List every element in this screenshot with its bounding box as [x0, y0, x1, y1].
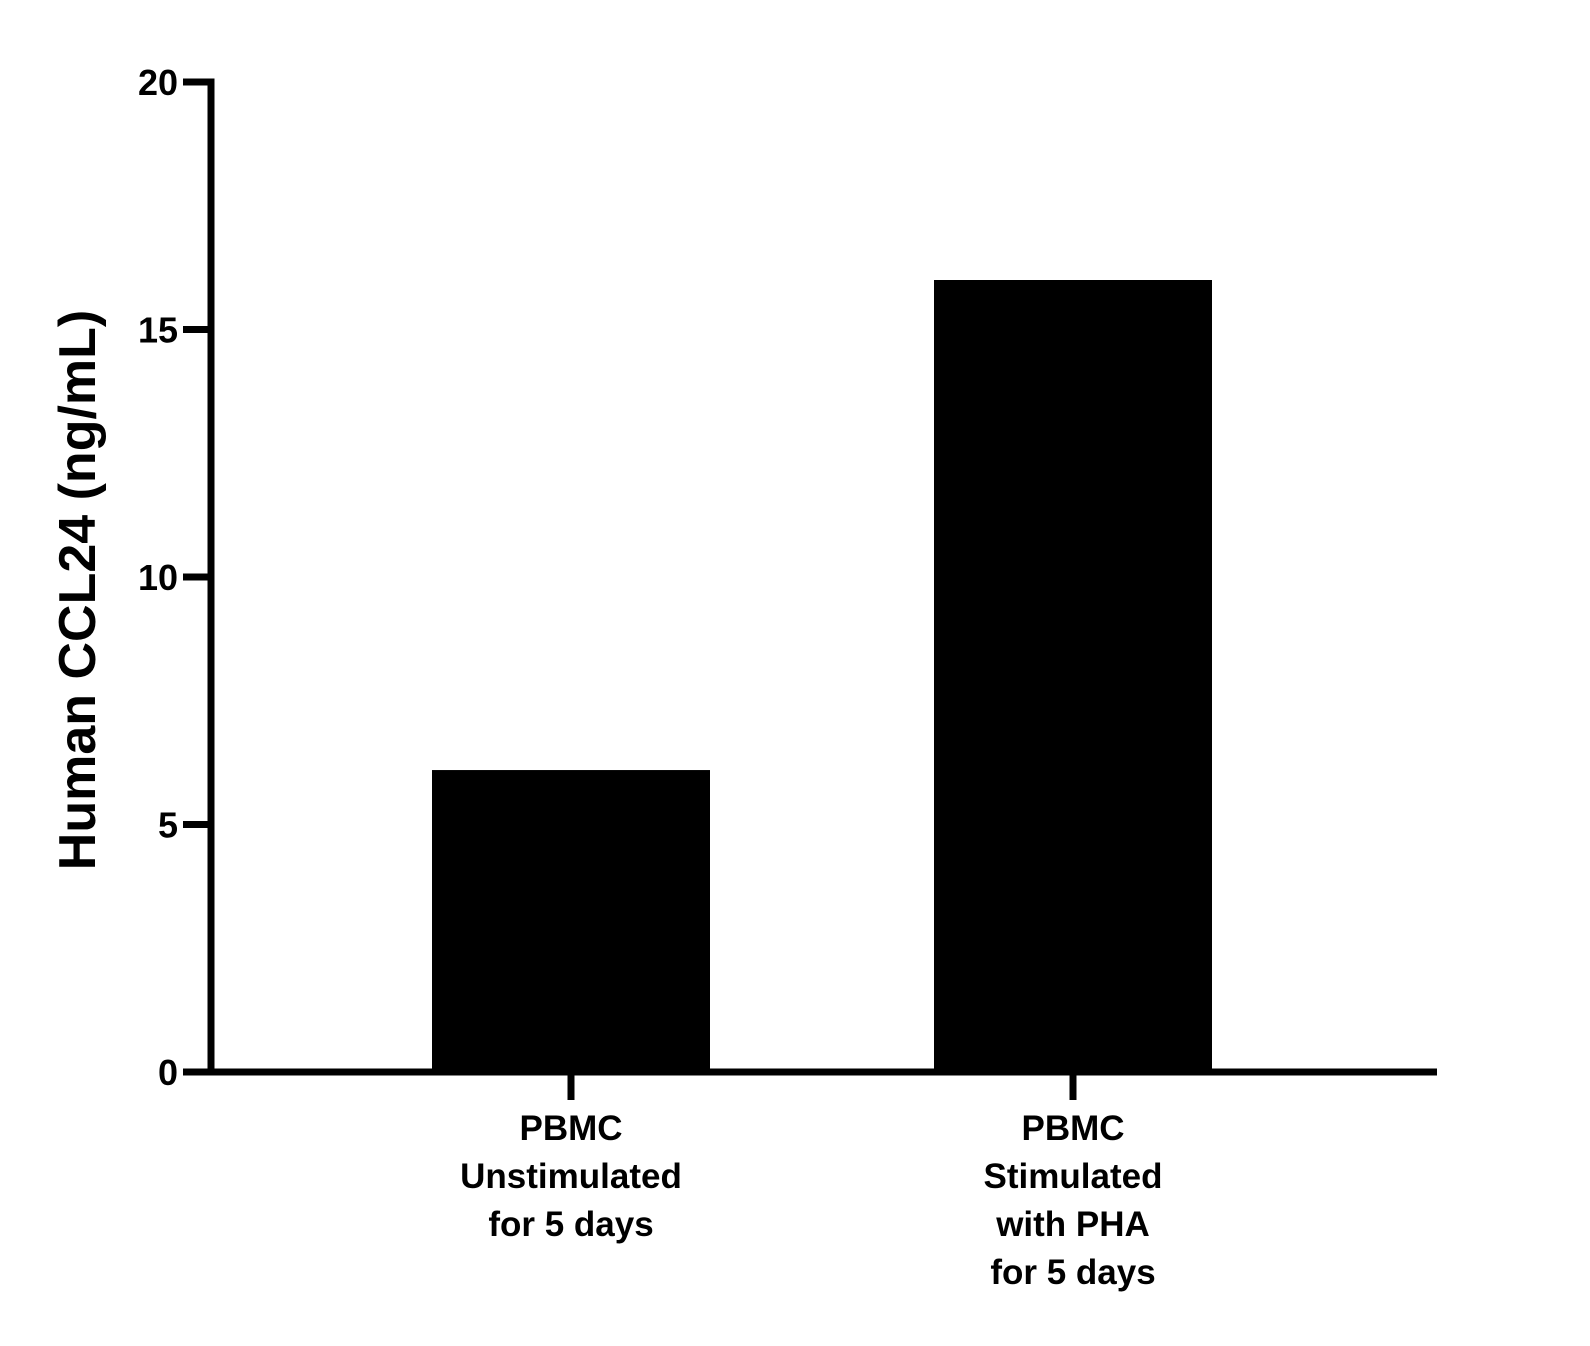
y-tick-label-20: 20 [138, 62, 178, 103]
x-category-label-2-line-2: Stimulated [984, 1157, 1163, 1196]
x-category-label-2-line-3: with PHA [995, 1205, 1150, 1244]
x-category-label-2-line-4: for 5 days [990, 1253, 1155, 1292]
x-category-label-2-line-1: PBMC [1021, 1109, 1124, 1148]
x-category-label-1: PBMC Unstimulated for 5 days [460, 1109, 682, 1244]
y-tick-label-15: 15 [138, 310, 178, 351]
bars-group [432, 280, 1212, 1072]
bar-2 [934, 280, 1212, 1072]
x-category-label-2: PBMC Stimulated with PHA for 5 days [984, 1109, 1163, 1292]
x-category-label-1-line-3: for 5 days [488, 1205, 653, 1244]
x-category-label-1-line-2: Unstimulated [460, 1157, 682, 1196]
x-axis: PBMC Unstimulated for 5 days PBMC Stimulated… [207, 1068, 1437, 1292]
x-category-label-1-line-1: PBMC [519, 1109, 622, 1148]
y-tick-label-10: 10 [138, 557, 178, 598]
bar-1 [432, 770, 710, 1072]
y-tick-label-5: 5 [158, 805, 178, 846]
y-axis-title: Human CCL24 (ng/mL) [49, 310, 107, 870]
y-axis: 0 5 10 15 20 [138, 62, 215, 1093]
y-tick-label-0: 0 [158, 1052, 178, 1093]
